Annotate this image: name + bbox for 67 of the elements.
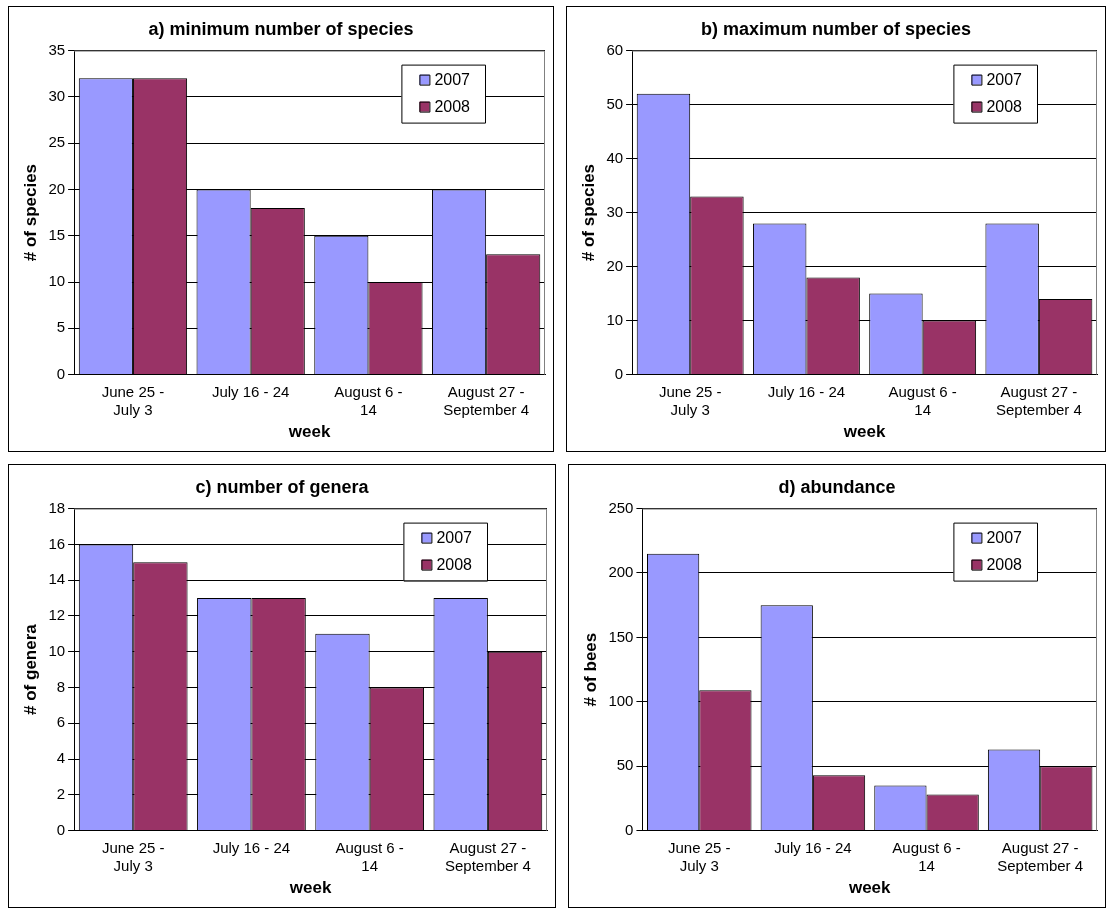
y-tick-label: 2: [56, 784, 66, 802]
y-axis-title: # of species: [20, 163, 40, 262]
x-tick-label: July 16 - 24: [767, 382, 846, 400]
x-tick-label: July 16 - 24: [211, 382, 290, 400]
chart-title: a) minimum number of species: [148, 18, 414, 39]
legend-label: 2008: [986, 556, 1023, 574]
x-tick-label: August 6 - 14: [892, 838, 961, 874]
x-tick-label: August 6 - 14: [888, 382, 957, 418]
legend-label: 2007: [986, 71, 1023, 89]
y-tick-label: 16: [48, 534, 66, 552]
y-tick-label: 5: [56, 318, 66, 336]
x-axis-title: week: [847, 878, 892, 898]
y-tick-label: 20: [606, 256, 624, 274]
legend-label: 2008: [986, 98, 1023, 116]
y-tick-label: 10: [48, 272, 66, 290]
y-tick-label: 18: [48, 498, 66, 516]
y-tick-label: 20: [48, 179, 66, 197]
y-tick-label: 30: [606, 202, 624, 220]
y-tick-label: 4: [56, 749, 66, 767]
y-tick-label: 100: [608, 691, 634, 709]
legend-label: 2007: [436, 529, 473, 547]
chart-title: d) abundance: [778, 476, 896, 497]
y-tick-label: 12: [48, 606, 66, 624]
y-axis-title: # of genera: [20, 623, 40, 715]
y-axis-title: # of bees: [580, 632, 600, 707]
legend-label: 2008: [434, 98, 471, 116]
legend-label: 2008: [436, 556, 473, 574]
x-tick-label: August 27 - September 4: [995, 382, 1082, 418]
y-tick-label: 35: [48, 40, 66, 58]
y-tick-label: 40: [606, 148, 624, 166]
x-tick-label: July 16 - 24: [212, 838, 291, 856]
y-tick-label: 150: [608, 627, 634, 645]
x-tick-label: June 25 - July 3: [101, 382, 165, 418]
y-axis-title: # of species: [578, 163, 598, 262]
y-tick-label: 50: [616, 756, 634, 774]
x-axis-title: week: [288, 878, 332, 898]
y-tick-label: 50: [606, 94, 624, 112]
chart-title: c) number of genera: [195, 476, 370, 497]
y-tick-label: 10: [48, 641, 66, 659]
x-tick-label: August 27 - September 4: [444, 838, 531, 874]
y-tick-label: 14: [48, 570, 66, 588]
y-tick-label: 15: [48, 225, 66, 243]
y-tick-label: 0: [614, 364, 624, 382]
y-tick-label: 10: [606, 310, 624, 328]
x-tick-label: June 25 - July 3: [101, 838, 165, 874]
x-tick-label: August 6 - 14: [334, 382, 403, 418]
y-tick-label: 8: [56, 677, 66, 695]
y-tick-label: 250: [608, 498, 634, 516]
y-tick-label: 60: [606, 40, 624, 58]
y-tick-label: 200: [608, 563, 634, 581]
legend-label: 2007: [986, 529, 1023, 547]
x-tick-label: June 25 - July 3: [658, 382, 722, 418]
y-tick-label: 0: [56, 364, 66, 382]
x-tick-label: August 27 - September 4: [443, 382, 530, 418]
x-tick-label: August 27 - September 4: [997, 838, 1084, 874]
x-tick-label: August 6 - 14: [335, 838, 404, 874]
legend-label: 2007: [434, 71, 471, 89]
x-tick-label: June 25 - July 3: [667, 838, 731, 874]
y-tick-label: 0: [56, 820, 66, 838]
y-tick-label: 0: [625, 820, 634, 838]
x-tick-label: July 16 - 24: [774, 838, 852, 856]
y-tick-label: 30: [48, 87, 66, 105]
x-axis-title: week: [287, 422, 331, 442]
y-tick-label: 25: [48, 133, 66, 151]
y-tick-label: 6: [56, 713, 66, 731]
chart-title: b) maximum number of species: [700, 18, 972, 39]
x-axis-title: week: [842, 422, 886, 442]
